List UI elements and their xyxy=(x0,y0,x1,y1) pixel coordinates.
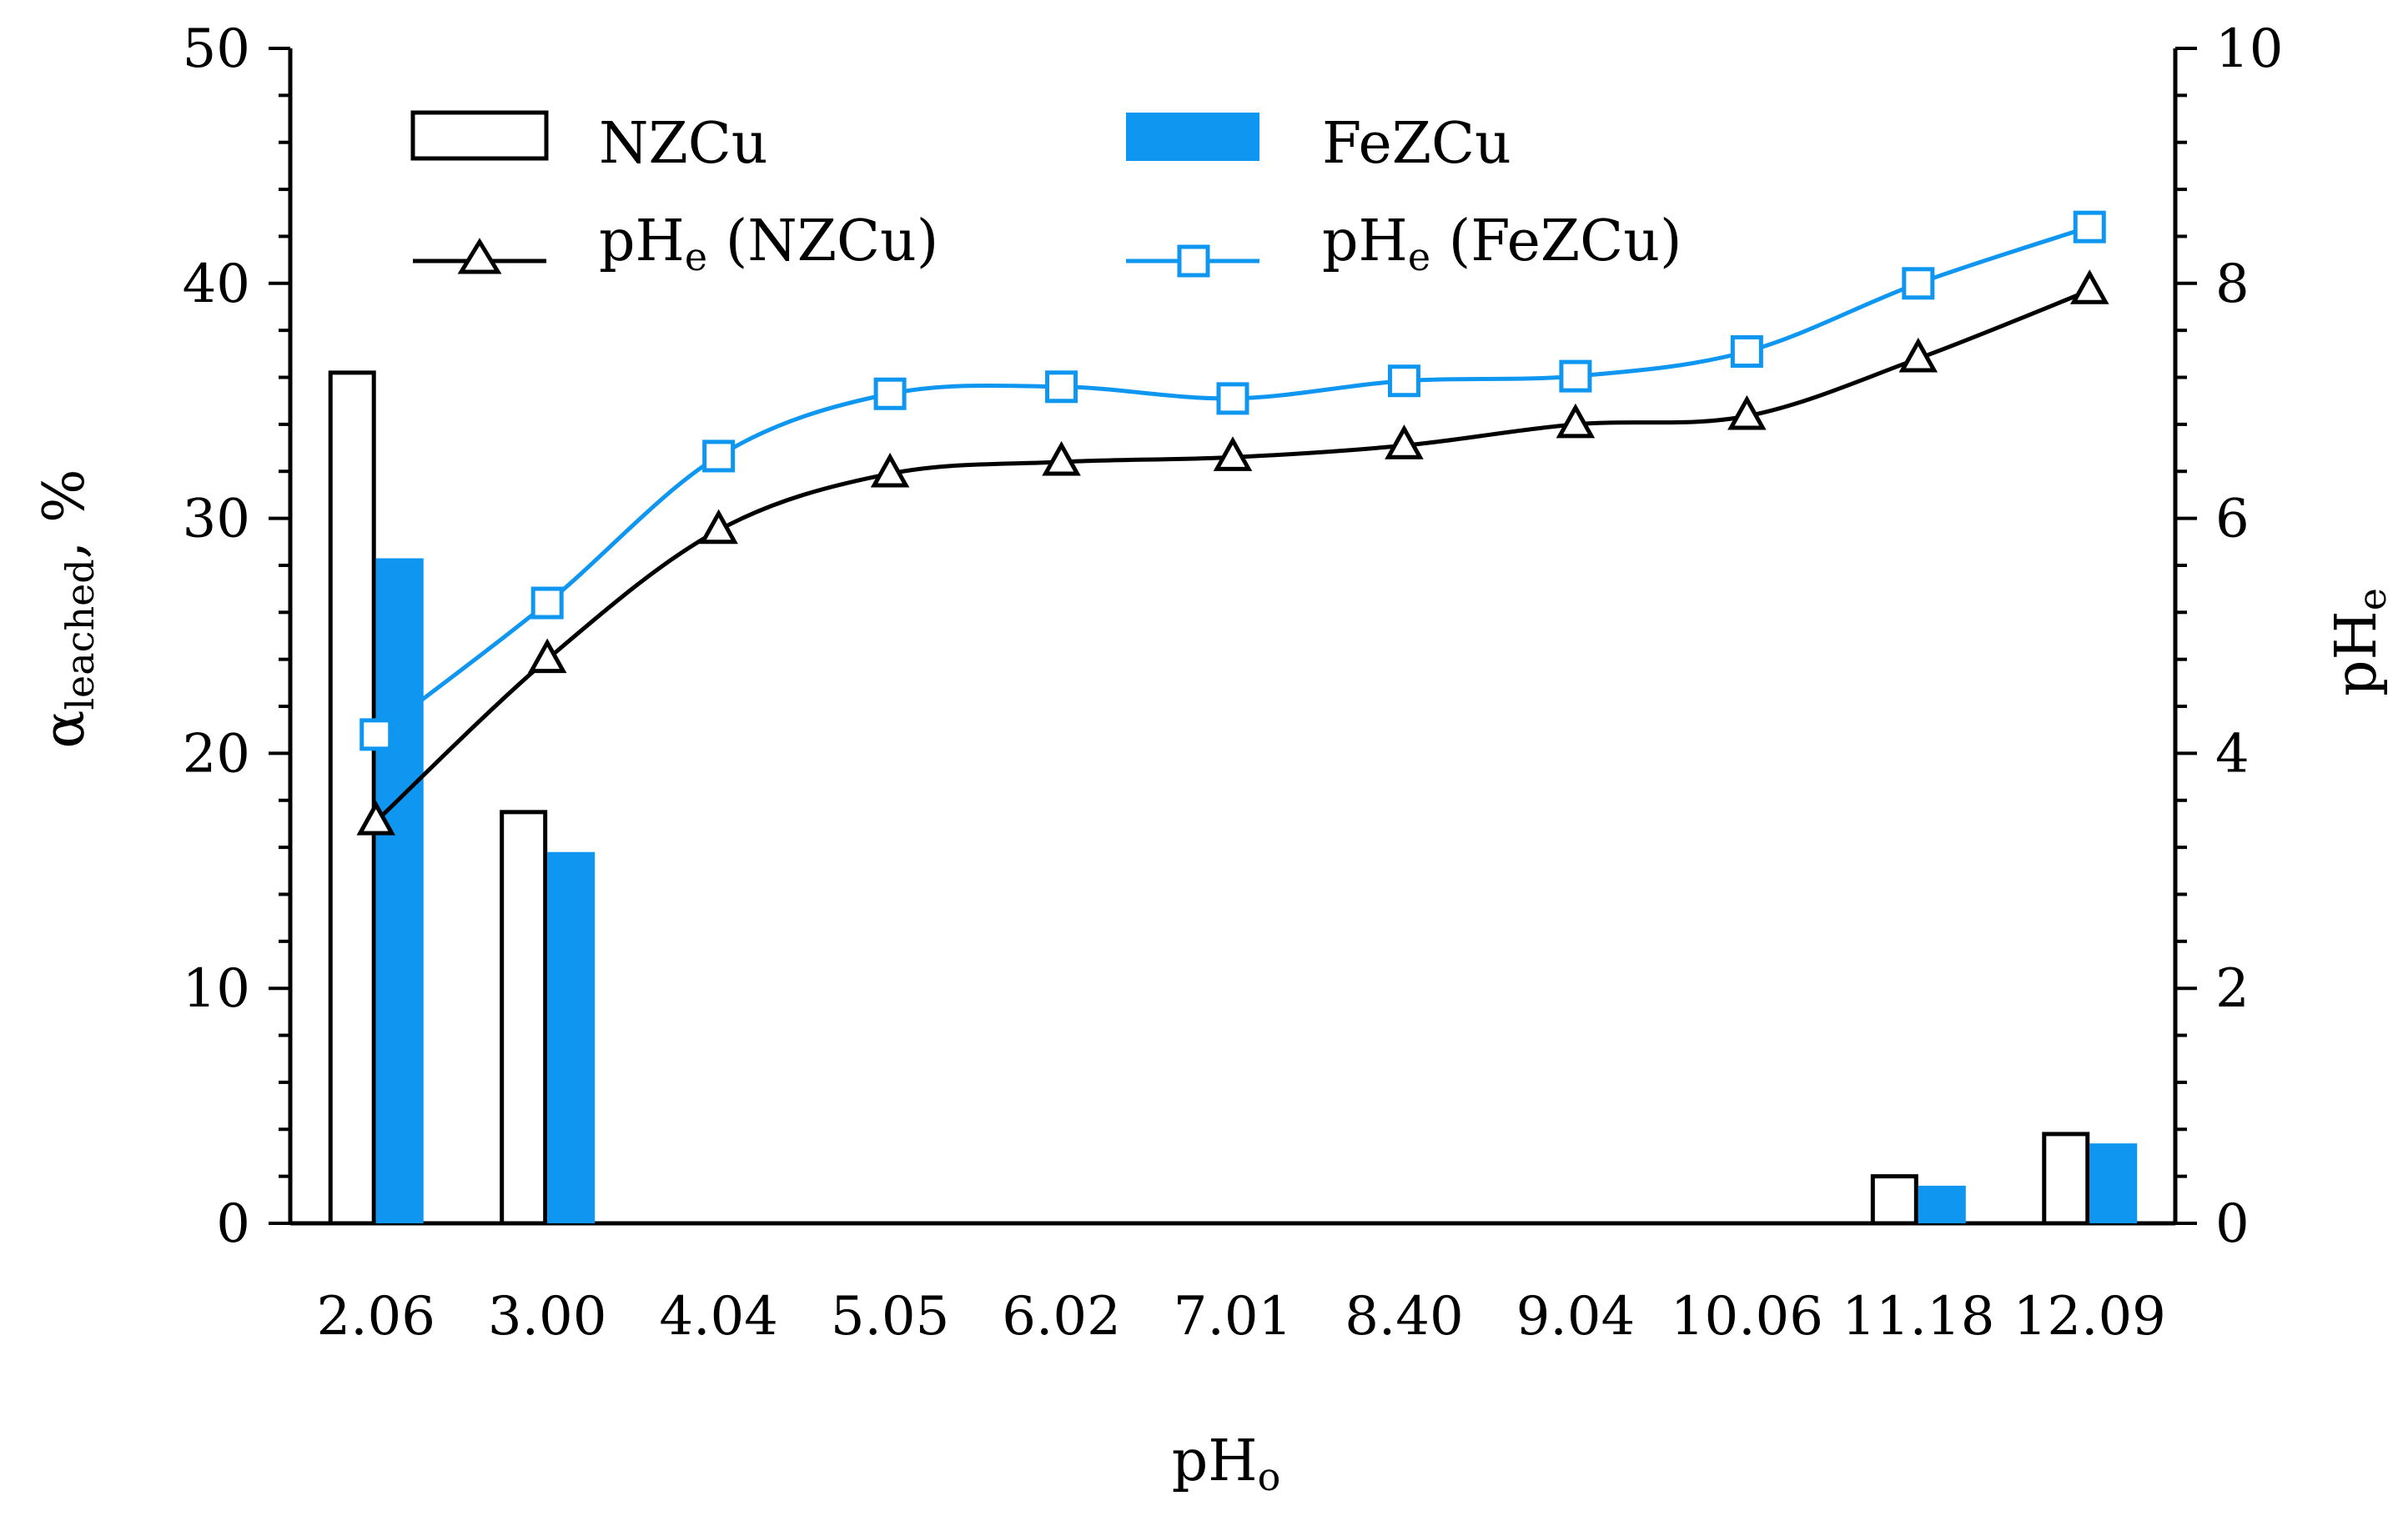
point-triangle-marker xyxy=(527,638,567,674)
bar-fezcu xyxy=(547,851,596,1223)
legend-label-phe-nzcu: pHe (NZCu) xyxy=(599,208,938,279)
x-tick-label: 8.40 xyxy=(1345,1286,1464,1348)
legend-label-nzcu: NZCu xyxy=(599,111,768,177)
bar-nzcu xyxy=(500,810,548,1226)
y-left-tick-label: 40 xyxy=(183,254,250,315)
point-square-marker xyxy=(1387,364,1420,398)
y-left-tick-label: 20 xyxy=(183,723,250,785)
point-triangle-marker xyxy=(1727,394,1767,430)
point-square-marker xyxy=(530,586,564,620)
x-tick-label: 9.04 xyxy=(1516,1286,1636,1348)
x-tick-label: 7.01 xyxy=(1174,1286,1293,1348)
point-square-marker xyxy=(1045,370,1078,404)
y-left-tick-label: 10 xyxy=(183,958,250,1020)
x-tick-label: 12.09 xyxy=(2013,1286,2166,1348)
point-square-marker xyxy=(1730,335,1763,369)
point-triangle-marker xyxy=(356,800,395,836)
legend-marker-square-icon xyxy=(1177,244,1210,278)
line-phe-fezcu xyxy=(375,224,2091,736)
point-triangle-marker xyxy=(1556,403,1596,439)
x-tick-label: 5.05 xyxy=(831,1286,950,1348)
y-axis-right-title: pHe xyxy=(2324,588,2395,696)
y-right-tick-label: 0 xyxy=(2215,1193,2250,1255)
y-right-tick-label: 8 xyxy=(2215,254,2250,315)
bar-nzcu xyxy=(2042,1132,2090,1226)
point-square-marker xyxy=(1559,359,1592,393)
point-triangle-marker xyxy=(699,509,738,545)
point-square-marker xyxy=(1216,382,1249,415)
x-tick-label: 6.02 xyxy=(1002,1286,1121,1348)
point-square-marker xyxy=(2073,210,2106,243)
point-triangle-marker xyxy=(870,452,910,488)
bar-fezcu xyxy=(375,558,424,1223)
y-left-tick-label: 0 xyxy=(216,1193,250,1255)
y-left-tick-label: 50 xyxy=(183,18,250,80)
bar-nzcu xyxy=(328,370,376,1226)
bars xyxy=(328,370,2138,1226)
line-phe-nzcu xyxy=(375,288,2091,823)
x-tick-label: 10.06 xyxy=(1671,1286,1823,1348)
x-tick-label: 2.06 xyxy=(316,1286,435,1348)
legend-label-phe-fezcu: pHe (FeZCu) xyxy=(1322,208,1682,279)
point-triangle-marker xyxy=(1042,440,1081,476)
point-triangle-marker xyxy=(1385,424,1424,459)
point-square-marker xyxy=(1902,267,1935,300)
bar-nzcu xyxy=(1870,1174,1918,1226)
x-axis-title: pHo xyxy=(1172,1428,1281,1499)
y-right-tick-label: 6 xyxy=(2215,489,2250,550)
lines xyxy=(356,210,2109,836)
point-square-marker xyxy=(702,439,736,473)
x-tick-label: 3.00 xyxy=(488,1286,607,1348)
point-triangle-marker xyxy=(2070,269,2109,304)
y-left-tick-label: 30 xyxy=(183,489,250,550)
legend-swatch-fezcu xyxy=(1126,113,1259,161)
legend-marker-triangle-icon xyxy=(457,238,502,274)
legend-swatch-nzcu xyxy=(410,110,549,161)
x-tick-label: 4.04 xyxy=(659,1286,778,1348)
axes xyxy=(269,47,2197,1226)
point-triangle-marker xyxy=(1213,436,1253,471)
tick-labels: 0 10 20 30 40 50 0 2 4 6 8 10 2.06 3.00 4.04 5.05 6.02 7.… xyxy=(183,18,2284,1348)
y-right-tick-label: 2 xyxy=(2215,958,2250,1020)
bar-fezcu xyxy=(2089,1143,2138,1223)
bar-fezcu xyxy=(1918,1185,1966,1223)
legend-label-fezcu: FeZCu xyxy=(1322,111,1511,177)
point-triangle-marker xyxy=(1898,337,1938,373)
y-axis-left-title: αleached, % xyxy=(32,469,103,748)
y-right-tick-label: 10 xyxy=(2215,18,2283,80)
x-tick-label: 11.18 xyxy=(1842,1286,1994,1348)
point-square-marker xyxy=(359,718,393,751)
point-square-marker xyxy=(873,377,907,410)
y-right-tick-label: 4 xyxy=(2215,723,2250,785)
legend: NZCu FeZCu pHe (NZCu) pHe (FeZCu) xyxy=(410,110,1682,279)
